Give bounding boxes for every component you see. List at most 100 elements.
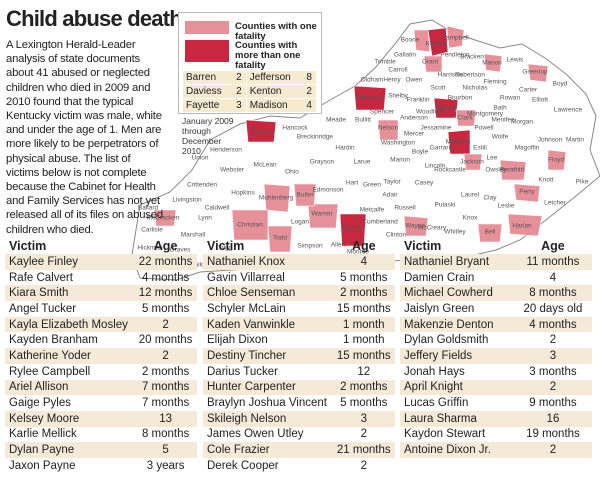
victim-row: James Owen Utley 2 xyxy=(203,427,395,443)
intro-text: A Lexington Herald-Leader analysis of st… xyxy=(6,39,163,236)
county-label: Owen xyxy=(406,77,423,84)
county-label: Simpson xyxy=(297,243,323,250)
county-label: Gallatin xyxy=(394,52,416,59)
victim-age: 2 xyxy=(513,379,592,396)
county-label: Barren xyxy=(342,225,362,232)
county-label: Crittenden xyxy=(187,182,217,189)
county-label: Hart xyxy=(346,180,358,187)
victim-row: Jeffery Fields 3 xyxy=(400,348,592,364)
county-label: Clay xyxy=(483,195,497,202)
victim-age: 7 months xyxy=(134,379,197,396)
victim-age: 5 xyxy=(134,442,197,458)
county-label: Trigg xyxy=(218,245,233,252)
victim-age: 2 months xyxy=(332,379,395,396)
county-label: Union xyxy=(192,155,209,162)
county-label: Wolfe xyxy=(492,134,509,141)
victim-row: Chloe Senseman 2 months xyxy=(203,285,395,302)
county-label: Wayne xyxy=(405,223,425,230)
victim-row: Jaislyn Green 20 days old xyxy=(400,301,592,317)
county-label: Adair xyxy=(382,192,398,199)
county-label: Lyon xyxy=(198,215,212,222)
victim-name: April Knight xyxy=(400,379,514,396)
victim-row: Kaden Vanwinkle 1 month xyxy=(203,316,395,333)
county-label: Jackson xyxy=(460,159,484,166)
county-label: Boyd xyxy=(553,81,568,88)
county-label: Larue xyxy=(354,159,371,166)
county-shape xyxy=(463,153,483,171)
victim-row: Kiara Smith 12 months xyxy=(5,285,197,302)
victim-age: 3 months xyxy=(529,365,577,378)
county-shape xyxy=(339,213,367,247)
victim-row: Schyler McLain 15 months xyxy=(203,301,395,317)
county-label: Metcalfe xyxy=(360,207,385,214)
victim-name: Kaden Vanwinkle xyxy=(203,316,333,333)
victim-age: 12 months xyxy=(134,285,197,302)
victim-row: Michael Cowherd 8 months xyxy=(400,285,592,302)
victim-age: 4 months xyxy=(141,271,190,284)
county-label: Shelby xyxy=(388,93,409,100)
county-label: Perry xyxy=(519,189,535,196)
county-label: Jefferson xyxy=(355,95,382,102)
county-label: Bath xyxy=(493,105,507,112)
victim-age: 4 months xyxy=(513,316,592,333)
county-label: Butler xyxy=(297,192,315,199)
county-shape xyxy=(507,213,543,237)
victim-name: Kaylee Finley xyxy=(5,254,135,270)
county-label: Grant xyxy=(422,59,438,66)
victim-age: 2 xyxy=(549,334,557,347)
victim-name: Antoine Dixon Jr. xyxy=(400,442,514,458)
victim-name: Gavin Villarreal xyxy=(207,271,285,284)
victim-age: 4 xyxy=(549,271,557,284)
victim-age: 2 xyxy=(134,316,197,333)
county-label: Allen xyxy=(331,242,346,249)
county-label: Knox xyxy=(463,215,479,222)
county-label: Spencer xyxy=(370,109,395,116)
county-label: Anderson xyxy=(400,115,428,122)
county-shape xyxy=(527,63,549,83)
victim-row: Makenzie Denton 4 months xyxy=(400,316,592,333)
victim-age: 8 months xyxy=(141,428,190,441)
county-label: Lewis xyxy=(507,57,524,64)
legend: Counties with one fatality Counties with… xyxy=(178,12,322,114)
victim-name: Kayla Elizabeth Mosley xyxy=(5,316,135,333)
victim-row: Nathaniel Knox 4 xyxy=(203,254,395,270)
county-label: Breathitt xyxy=(500,167,524,174)
county-label: Mercer xyxy=(404,131,425,138)
county-shape xyxy=(245,119,277,143)
victim-row: Ariel Allison 7 months xyxy=(5,379,197,396)
county-label: Robertson xyxy=(455,72,485,79)
county-label: Hancock xyxy=(282,125,308,132)
county-shape xyxy=(477,223,503,243)
column-header: Age xyxy=(351,239,376,253)
victim-row: Kayla Elizabeth Mosley 2 xyxy=(5,316,197,333)
county-label: Bullitt xyxy=(355,117,371,124)
county-label: Casey xyxy=(415,180,434,187)
victim-name: Jonah Hays xyxy=(404,365,465,378)
victim-row: Rylee Campbell 2 months xyxy=(5,364,197,380)
county-label: Hopkins xyxy=(231,190,255,197)
county-shape xyxy=(153,209,177,227)
victim-row: Hunter Carpenter 2 months xyxy=(203,379,395,396)
county-label: McCreary xyxy=(418,225,447,232)
county-label: Boone xyxy=(401,37,420,44)
victim-row: Nathaniel Bryant 11 months xyxy=(400,254,592,270)
victim-name: Rylee Campbell xyxy=(9,365,91,378)
victim-name: James Owen Utley xyxy=(207,428,304,441)
header-row: Victim Age xyxy=(5,238,197,254)
county: Madison xyxy=(246,98,303,113)
victim-row: Derek Cooper 2 xyxy=(203,458,395,474)
county-label: Lincoln xyxy=(425,163,446,170)
victim-row: April Knight 2 xyxy=(400,379,592,396)
victim-age: 7 months xyxy=(141,397,190,410)
victim-row: Destiny Tincher 15 months xyxy=(203,348,395,364)
victim-age: 3 xyxy=(332,410,395,427)
victim-row: Jaxon Payne 3 years xyxy=(5,458,197,474)
county-label: Franklin xyxy=(406,97,430,104)
county-shape xyxy=(267,225,293,253)
period: January 2009 through December 2010 xyxy=(182,116,234,156)
county-label: McLean xyxy=(253,162,277,169)
county-shape xyxy=(547,149,567,171)
victim-age: 20 days old xyxy=(523,302,583,315)
county-label: Graves xyxy=(170,247,192,254)
swatch-more xyxy=(185,40,229,62)
